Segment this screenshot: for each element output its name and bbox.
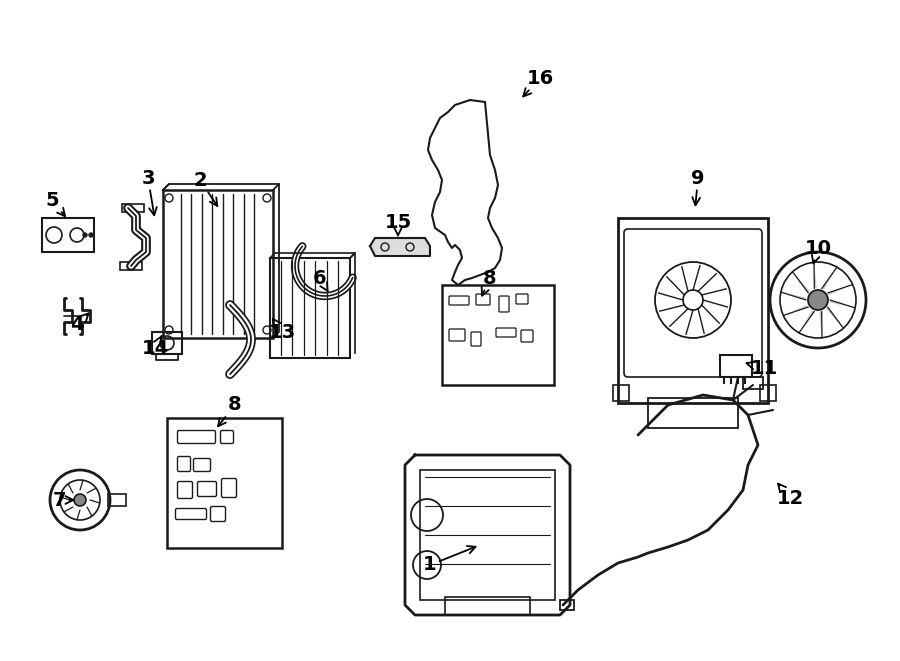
Text: 12: 12 (777, 484, 804, 508)
Polygon shape (814, 262, 816, 289)
Text: 3: 3 (141, 169, 157, 215)
Polygon shape (830, 300, 855, 308)
Text: 16: 16 (523, 69, 554, 97)
Polygon shape (828, 284, 852, 295)
Bar (163, 190, 273, 338)
Text: 13: 13 (268, 319, 295, 342)
Text: 6: 6 (313, 268, 328, 291)
Bar (648, 398, 738, 428)
Text: 2: 2 (194, 171, 217, 206)
Bar (720, 355, 752, 377)
Text: 7: 7 (53, 490, 73, 510)
Bar (167, 418, 282, 548)
Circle shape (89, 233, 93, 237)
Polygon shape (370, 238, 430, 256)
Circle shape (808, 290, 828, 310)
Polygon shape (799, 311, 815, 333)
Bar (618, 218, 768, 403)
Polygon shape (826, 307, 843, 329)
Text: 8: 8 (218, 395, 242, 426)
Bar (613, 385, 629, 401)
Bar (42, 218, 94, 252)
Bar (420, 470, 555, 600)
Text: 1: 1 (423, 546, 475, 574)
Bar (270, 258, 350, 358)
Polygon shape (783, 305, 808, 315)
Circle shape (83, 233, 87, 237)
Polygon shape (822, 267, 837, 290)
Bar (120, 262, 142, 270)
Bar (152, 332, 182, 354)
Bar (122, 204, 144, 212)
Circle shape (74, 494, 86, 506)
Text: 11: 11 (746, 358, 778, 377)
Bar (560, 600, 574, 610)
Text: 8: 8 (482, 268, 497, 295)
Polygon shape (781, 292, 806, 300)
Text: 14: 14 (141, 336, 168, 358)
Bar (442, 285, 554, 385)
Bar (743, 377, 763, 389)
Polygon shape (793, 272, 810, 293)
Text: 4: 4 (70, 313, 88, 334)
Text: 10: 10 (805, 239, 832, 263)
Bar (445, 597, 530, 615)
Text: 9: 9 (691, 169, 705, 205)
Text: 15: 15 (384, 212, 411, 235)
Bar (760, 385, 776, 401)
Bar (108, 494, 126, 506)
Text: 5: 5 (45, 190, 65, 216)
Polygon shape (819, 311, 822, 338)
